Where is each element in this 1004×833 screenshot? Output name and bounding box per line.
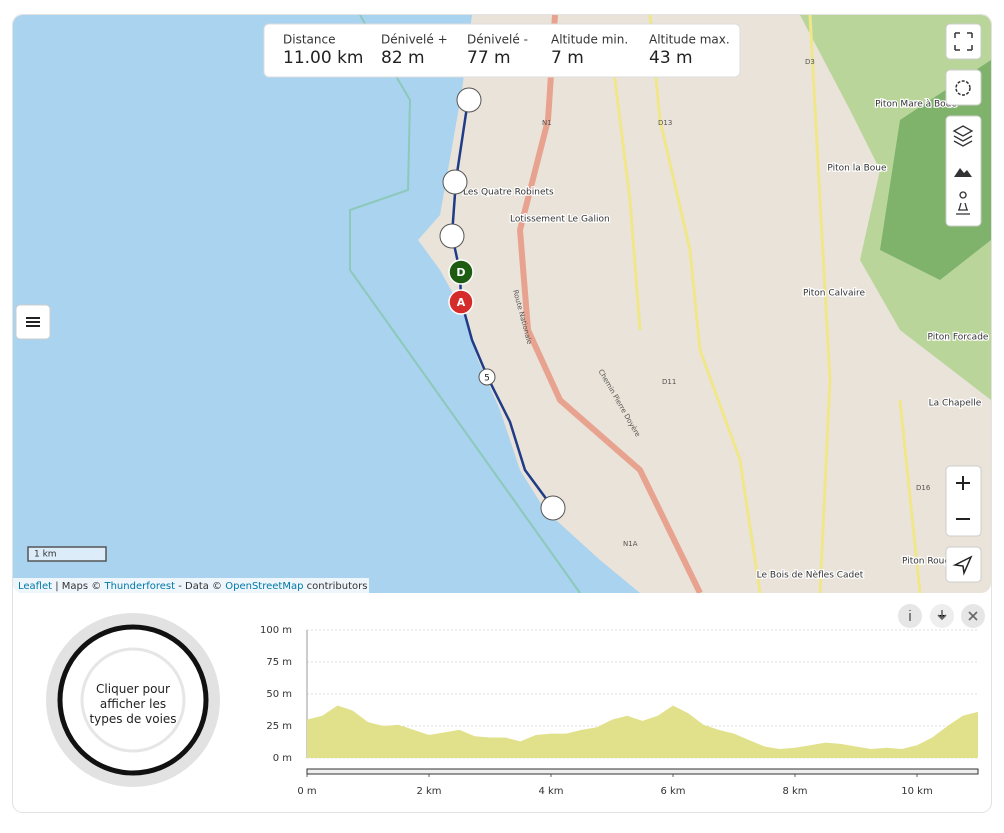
icon [954, 32, 973, 51]
main-road [516, 15, 703, 593]
text: | Maps © [55, 581, 101, 592]
road-label: D16 [916, 484, 931, 492]
stat-label: Dénivelé + [381, 33, 448, 47]
place-label: Piton Roug [902, 557, 950, 567]
stat-value: 7 m [551, 48, 584, 68]
stat-label: Altitude min. [551, 33, 628, 47]
scale-label: 1 km [34, 550, 57, 560]
fullscreen-button[interactable] [945, 23, 982, 60]
icon [952, 555, 973, 576]
stat-label: Dénivelé - [467, 33, 528, 47]
y-tick-label: 25 m [266, 721, 292, 732]
poi-markers[interactable] [439, 87, 566, 521]
end-label: A [457, 296, 466, 309]
road-label: N1 [542, 119, 552, 127]
place-label: Le Bois de Nèfles Cadet [757, 570, 864, 581]
y-tick-label: 75 m [266, 657, 292, 668]
icon [956, 476, 970, 520]
km-marker [478, 368, 496, 386]
y-tick-label: 50 m [266, 689, 292, 700]
x-tick-label: 10 km [901, 786, 932, 797]
layer-buttons[interactable] [945, 115, 982, 227]
km-label: 5 [484, 374, 490, 384]
link[interactable]: Leaflet [18, 581, 52, 592]
road [808, 15, 922, 593]
road [608, 15, 762, 593]
icon [909, 610, 978, 621]
zoom-buttons[interactable] [945, 465, 982, 537]
stat-value: 11.00 km [283, 48, 363, 68]
link[interactable]: Thunderforest [103, 581, 175, 592]
marine-boundary [349, 15, 581, 593]
start-marker[interactable] [448, 259, 474, 285]
elevation-area [307, 705, 978, 758]
panel-buttons [898, 604, 985, 628]
road-label: N1A [623, 540, 638, 548]
stat-value: 77 m [467, 48, 511, 68]
ring-line: Cliquer pour [96, 682, 170, 696]
place-label: Piton Forcade [928, 333, 989, 343]
place-label: Piton Mare à Boue [875, 100, 957, 110]
place-label: Les Quatre Robinets [463, 188, 554, 198]
stat-value: 82 m [381, 48, 425, 68]
x-tick-label: 4 km [538, 786, 563, 797]
road-label: D13 [658, 119, 672, 127]
icon [26, 317, 40, 327]
link[interactable]: OpenStreetMap [225, 581, 303, 592]
place-label: Lotissement Le Galion [510, 215, 610, 225]
attribution: Leaflet | Maps © Thunderforest - Data © … [18, 581, 367, 592]
road-label: D11 [662, 378, 676, 386]
y-tick-label: 100 m [260, 625, 292, 636]
sea [13, 15, 640, 593]
ring-line: afficher les [100, 697, 166, 711]
locate-button[interactable] [945, 546, 982, 583]
y-tick-label: 0 m [273, 753, 292, 764]
settings-button[interactable] [945, 69, 982, 106]
attribution-bg [13, 578, 369, 593]
range-slider [306, 768, 979, 775]
scale-bar [27, 546, 107, 562]
text: contributors [307, 581, 368, 592]
place-label: Piton Calvaire [803, 289, 865, 299]
x-tick-label: 8 km [782, 786, 807, 797]
map[interactable]: Les Quatre Robinets Lotissement Le Galio… [13, 15, 991, 593]
icon [955, 80, 971, 96]
text: - Data © [178, 581, 222, 592]
road-type-ring[interactable] [46, 613, 220, 787]
start-label: D [456, 266, 465, 279]
map-controls [15, 23, 982, 583]
route [450, 99, 555, 509]
x-tick-label: 0 m [297, 786, 316, 797]
icon [956, 191, 970, 215]
icon [952, 125, 974, 147]
elevation-chart: 0 m 25 m 50 m 75 m 100 m 0 m 2 km 4 km 6 km 8 km 1… [260, 625, 979, 797]
stat-label: Altitude max. [649, 33, 730, 47]
place-label: La Chapelle [929, 399, 982, 409]
x-tick-label: 2 km [416, 786, 441, 797]
stat-value: 43 m [649, 48, 693, 68]
place-label: Piton la Boue [827, 164, 887, 174]
road-label: D3 [805, 58, 815, 66]
ring-text: Cliquer pour afficher les types de voies [89, 682, 176, 726]
icon [954, 168, 972, 177]
end-marker[interactable] [448, 289, 474, 315]
stat-label: Distance [283, 33, 335, 47]
ring-line: types de voies [89, 712, 176, 726]
stats-panel [263, 23, 741, 78]
x-tick-label: 6 km [660, 786, 685, 797]
